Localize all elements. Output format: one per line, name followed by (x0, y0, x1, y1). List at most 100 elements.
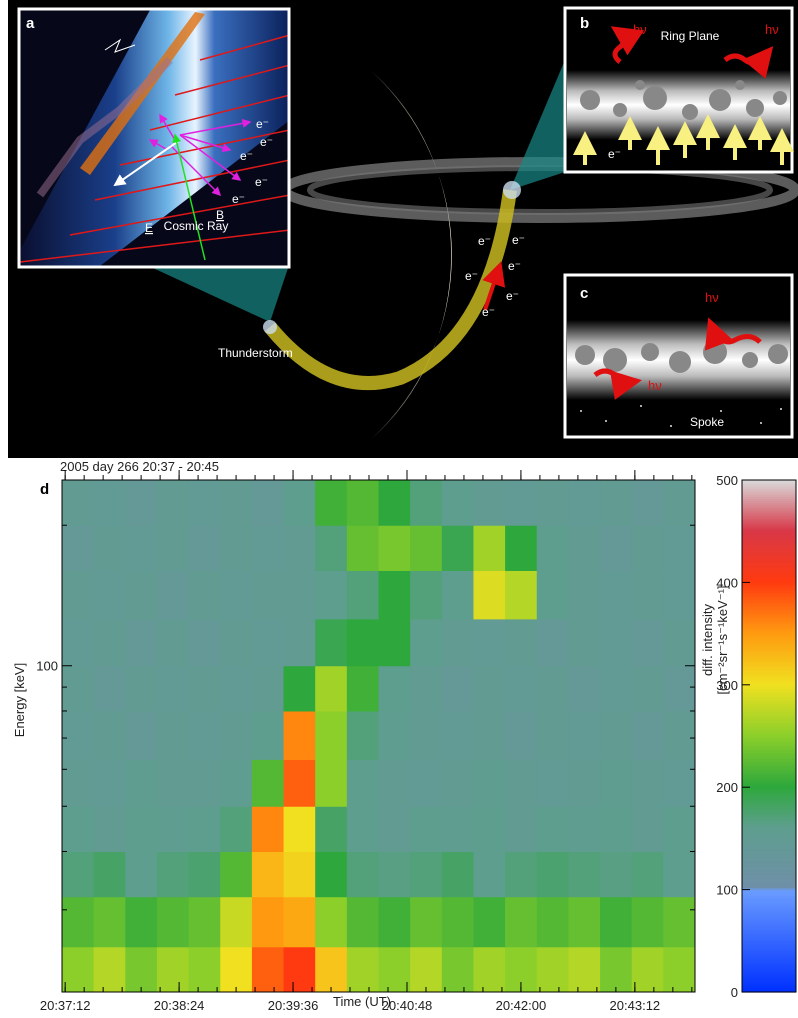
cell (442, 525, 474, 571)
cell (220, 947, 252, 993)
cell (189, 759, 221, 806)
cell (315, 806, 347, 852)
cell (473, 806, 505, 852)
cell (473, 570, 505, 619)
cell (347, 759, 379, 806)
label: e⁻ (232, 192, 245, 206)
cell (157, 806, 189, 852)
label: e⁻ (506, 289, 519, 303)
cell (442, 897, 474, 948)
cell (189, 897, 221, 948)
cell (252, 897, 284, 948)
cell (220, 666, 252, 712)
cell (568, 851, 600, 897)
cell (505, 525, 537, 571)
cell (284, 947, 316, 993)
cell (94, 897, 126, 948)
cell (568, 666, 600, 712)
cell (505, 666, 537, 712)
cell (442, 480, 474, 526)
cell (62, 711, 94, 760)
figure: Thunderstorm e⁻ e⁻ e⁻ e⁻ e⁻ e⁻ a Cosmic … (0, 0, 798, 1013)
cell (600, 619, 632, 666)
cell (62, 947, 94, 993)
cell (632, 851, 664, 897)
cell (252, 480, 284, 526)
cell (252, 851, 284, 897)
label: hν (648, 378, 662, 393)
cell (315, 851, 347, 897)
cell (505, 480, 537, 526)
cell (157, 570, 189, 619)
cell (663, 806, 695, 852)
spectrogram: 2005 day 266 20:37 - 20:45 d Time (UT) E… (12, 459, 796, 1013)
cell (252, 570, 284, 619)
cell (473, 897, 505, 948)
cell (94, 806, 126, 852)
cell (663, 897, 695, 948)
cell (473, 525, 505, 571)
cell (94, 759, 126, 806)
cell (220, 525, 252, 571)
cell (125, 666, 157, 712)
storm-spot (263, 320, 277, 334)
cell (284, 851, 316, 897)
cell (125, 851, 157, 897)
label: e⁻ (512, 233, 525, 247)
cell (157, 947, 189, 993)
cell (568, 711, 600, 760)
cell (632, 619, 664, 666)
cell (62, 480, 94, 526)
cell (632, 759, 664, 806)
cell (410, 806, 442, 852)
cell (505, 897, 537, 948)
cell (410, 619, 442, 666)
x-tick-label: 20:43:12 (610, 998, 661, 1013)
cell (220, 897, 252, 948)
cell (189, 525, 221, 571)
cell (94, 947, 126, 993)
cell (252, 711, 284, 760)
cell (220, 570, 252, 619)
x-tick-label: 20:40:48 (382, 998, 433, 1013)
cell (442, 666, 474, 712)
cell (410, 851, 442, 897)
cell (568, 897, 600, 948)
label: hν (705, 290, 719, 305)
cell (189, 711, 221, 760)
cell (284, 619, 316, 666)
panel-label: a (26, 15, 35, 32)
panel-label: d (40, 481, 49, 498)
cell (442, 759, 474, 806)
label: e⁻ (256, 117, 269, 131)
cell (505, 759, 537, 806)
cell (347, 619, 379, 666)
cell (473, 851, 505, 897)
cell (284, 525, 316, 571)
cell (315, 525, 347, 571)
cell (315, 619, 347, 666)
cell (537, 619, 569, 666)
cell (284, 759, 316, 806)
cell (125, 619, 157, 666)
cell (442, 806, 474, 852)
cell (252, 759, 284, 806)
cell (663, 851, 695, 897)
cell (315, 570, 347, 619)
cell (347, 947, 379, 993)
colorbar-tick-label: 400 (716, 575, 738, 590)
cell (505, 806, 537, 852)
cell (315, 480, 347, 526)
label: e⁻ (255, 175, 268, 189)
cell (537, 525, 569, 571)
cell (62, 759, 94, 806)
cell (663, 570, 695, 619)
cell (379, 619, 411, 666)
cell (125, 570, 157, 619)
cell (189, 851, 221, 897)
cell (632, 666, 664, 712)
x-tick-label: 20:37:12 (40, 998, 91, 1013)
cell (537, 570, 569, 619)
cell (125, 947, 157, 993)
cell (663, 666, 695, 712)
